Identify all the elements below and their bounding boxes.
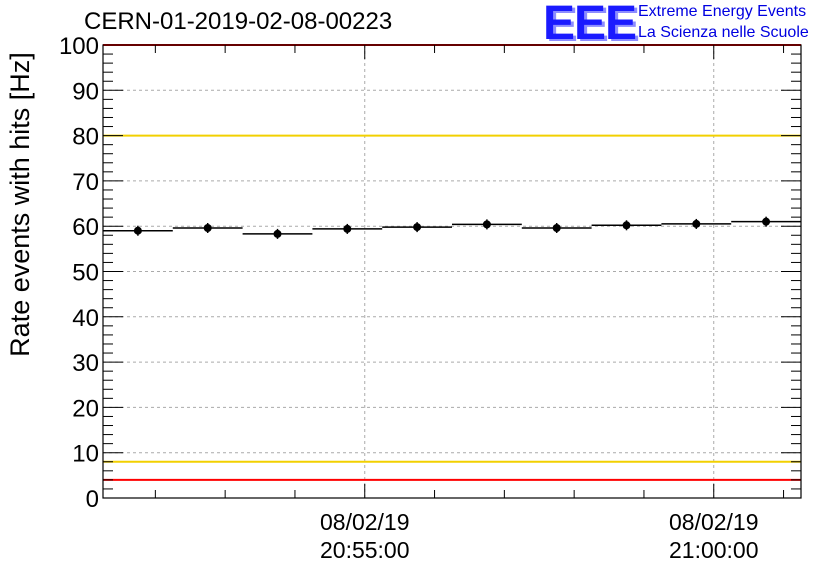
axis-ticks bbox=[103, 44, 801, 499]
logo-caption-line1: Extreme Energy Events bbox=[638, 3, 807, 20]
y-tick-label: 80 bbox=[72, 124, 99, 151]
y-axis-label: Rate events with hits [Hz] bbox=[5, 52, 35, 357]
y-tick-label: 0 bbox=[86, 486, 99, 513]
data-point bbox=[273, 229, 282, 238]
data-point bbox=[343, 224, 352, 233]
y-tick-label: 20 bbox=[72, 395, 99, 422]
grid bbox=[103, 45, 801, 498]
data-point bbox=[133, 226, 142, 235]
data-point bbox=[413, 223, 422, 232]
y-tick-label: 40 bbox=[72, 305, 99, 332]
reference-lines bbox=[103, 44, 801, 481]
y-tick-label: 50 bbox=[72, 260, 99, 287]
y-tick-label: 70 bbox=[72, 169, 99, 196]
y-tick-label: 10 bbox=[72, 441, 99, 468]
data-points bbox=[103, 216, 801, 239]
chart-title: CERN-01-2019-02-08-00223 bbox=[84, 8, 393, 35]
x-tick-time-label: 21:00:00 bbox=[669, 537, 759, 563]
y-tick-label: 90 bbox=[72, 78, 99, 105]
x-tick-time-label: 20:55:00 bbox=[320, 537, 410, 563]
data-point bbox=[762, 217, 771, 226]
axis-labels: 010203040506070809010008/02/1920:55:0008… bbox=[5, 33, 759, 563]
eee-logo: EEE bbox=[543, 0, 637, 50]
data-point bbox=[692, 219, 701, 228]
data-point bbox=[482, 220, 491, 229]
y-tick-label: 100 bbox=[59, 33, 99, 60]
x-tick-date-label: 08/02/19 bbox=[669, 509, 759, 535]
data-point bbox=[203, 224, 212, 233]
y-tick-label: 60 bbox=[72, 214, 99, 241]
data-point bbox=[622, 221, 631, 230]
y-tick-label: 30 bbox=[72, 350, 99, 377]
logo-caption-line2: La Scienza nelle Scuole bbox=[638, 24, 809, 41]
x-tick-date-label: 08/02/19 bbox=[320, 509, 410, 535]
data-point bbox=[552, 224, 561, 233]
